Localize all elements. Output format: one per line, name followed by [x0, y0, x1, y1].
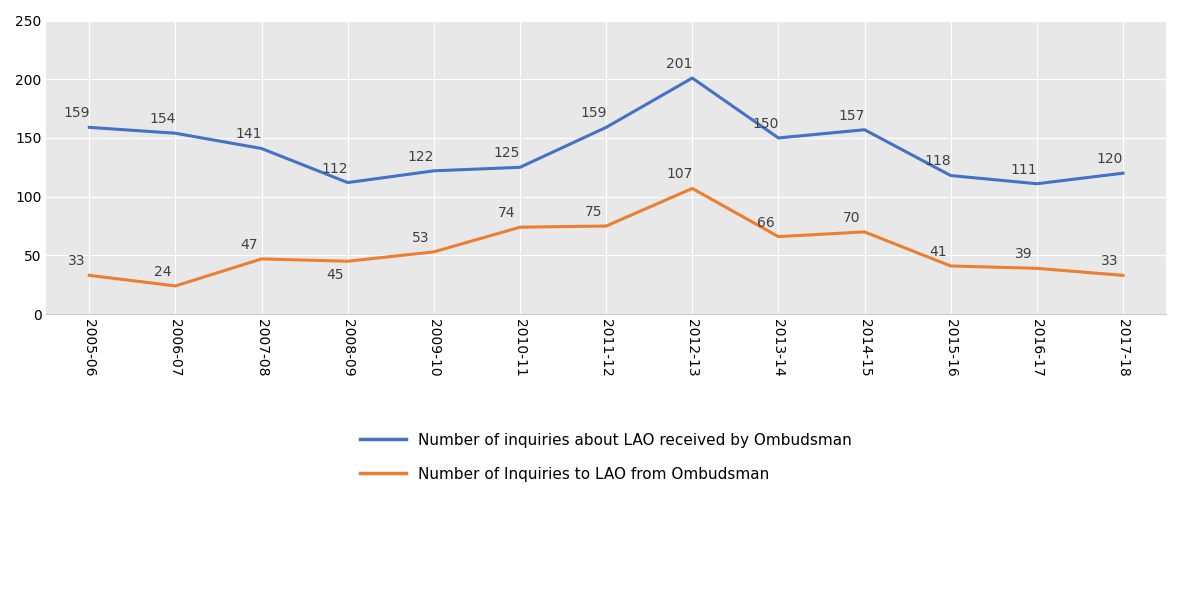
Text: 201: 201 [666, 57, 692, 71]
Text: 125: 125 [494, 146, 521, 160]
Text: 47: 47 [240, 238, 257, 252]
Text: 118: 118 [925, 155, 951, 168]
Text: 122: 122 [407, 150, 435, 164]
Text: 45: 45 [326, 268, 344, 282]
Text: 66: 66 [757, 216, 775, 230]
Text: 33: 33 [1101, 254, 1118, 268]
Text: 112: 112 [321, 161, 348, 176]
Text: 33: 33 [67, 254, 85, 268]
Text: 157: 157 [839, 109, 864, 123]
Text: 159: 159 [580, 106, 607, 120]
Legend: Number of inquiries about LAO received by Ombudsman, Number of Inquiries to LAO : Number of inquiries about LAO received b… [360, 433, 852, 482]
Text: 141: 141 [235, 128, 262, 141]
Text: 74: 74 [498, 206, 516, 220]
Text: 75: 75 [585, 205, 602, 219]
Text: 39: 39 [1014, 247, 1032, 262]
Text: 24: 24 [154, 265, 171, 279]
Text: 107: 107 [666, 168, 692, 181]
Text: 120: 120 [1097, 152, 1123, 166]
Text: 41: 41 [929, 245, 946, 259]
Text: 159: 159 [63, 106, 90, 120]
Text: 53: 53 [412, 231, 430, 245]
Text: 111: 111 [1011, 163, 1037, 177]
Text: 154: 154 [149, 112, 176, 126]
Text: 150: 150 [752, 117, 778, 131]
Text: 70: 70 [843, 211, 860, 225]
